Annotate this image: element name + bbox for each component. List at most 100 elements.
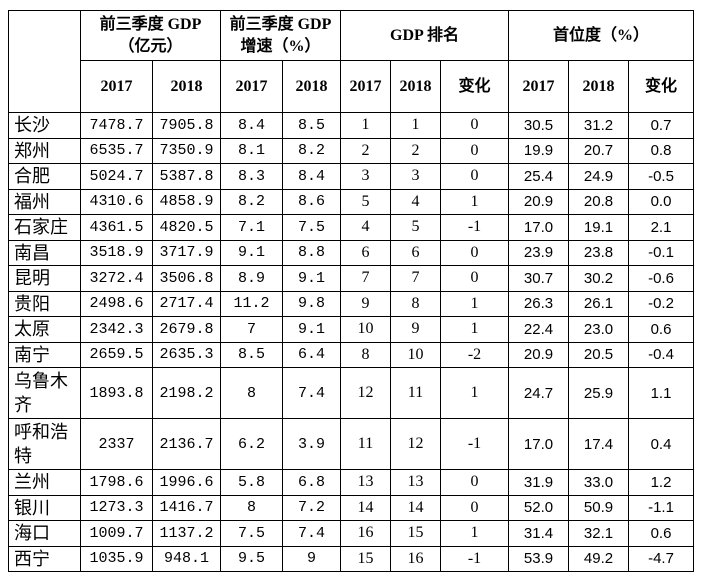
data-row: 石家庄 4361.5 4820.5 7.1 7.5 4 5 -1 17.0 19.1 2.1 bbox=[8, 214, 695, 241]
city-cell: 太原 bbox=[8, 316, 81, 343]
column-header: 2018 bbox=[282, 60, 341, 113]
value-cell: -0.5 bbox=[627, 163, 695, 190]
value-cell: 1 bbox=[440, 316, 509, 343]
value-cell: 20.5 bbox=[568, 341, 629, 368]
city-cell: 南宁 bbox=[8, 341, 81, 368]
header-row: 前三季度 GDP （亿元） 前三季度 GDP 增速（%） GDP 排名 首位度（%） bbox=[8, 10, 695, 113]
header-line: （亿元） bbox=[118, 37, 183, 55]
value-cell: 4 bbox=[340, 214, 391, 241]
value-cell: 4 bbox=[390, 188, 441, 215]
value-cell: 13 bbox=[340, 469, 391, 496]
city-cell: 昆明 bbox=[8, 265, 81, 292]
value-cell: 8.3 bbox=[220, 163, 283, 190]
value-cell: 25.4 bbox=[508, 163, 569, 190]
value-cell: 16 bbox=[390, 545, 441, 572]
value-cell: 2498.6 bbox=[80, 290, 153, 317]
value-cell: 0.6 bbox=[627, 520, 695, 547]
group-header: 前三季度 GDP 增速（%） bbox=[220, 10, 341, 61]
value-cell: -0.6 bbox=[627, 265, 695, 292]
value-cell: 2 bbox=[340, 137, 391, 164]
value-cell: 17.0 bbox=[508, 418, 569, 470]
table-body: 前三季度 GDP （亿元） 前三季度 GDP 增速（%） GDP 排名 首位度（%） 201… bbox=[8, 10, 695, 572]
value-cell: 9 bbox=[282, 545, 341, 572]
value-cell: 8 bbox=[390, 290, 441, 317]
value-cell: 4858.9 bbox=[152, 188, 221, 215]
value-cell: 1273.3 bbox=[80, 494, 153, 521]
column-header: 2017 bbox=[80, 60, 153, 113]
value-cell: 8.4 bbox=[220, 112, 283, 139]
value-cell: 8 bbox=[220, 494, 283, 521]
value-cell: 948.1 bbox=[152, 545, 221, 572]
city-cell: 长沙 bbox=[8, 112, 81, 139]
value-cell: 3506.8 bbox=[152, 265, 221, 292]
city-cell: 银川 bbox=[8, 494, 81, 521]
value-cell: 6.2 bbox=[220, 418, 283, 470]
value-cell: 2679.8 bbox=[152, 316, 221, 343]
data-row: 福州 4310.6 4858.9 8.2 8.6 5 4 1 20.9 20.8 0.0 bbox=[8, 188, 695, 215]
value-cell: 2717.4 bbox=[152, 290, 221, 317]
value-cell: 6535.7 bbox=[80, 137, 153, 164]
value-cell: -1 bbox=[440, 545, 509, 572]
value-cell: 1 bbox=[440, 290, 509, 317]
value-cell: 4361.5 bbox=[80, 214, 153, 241]
value-cell: 3 bbox=[340, 163, 391, 190]
value-cell: 5 bbox=[390, 214, 441, 241]
column-header: 2018 bbox=[390, 60, 441, 113]
city-cell: 兰州 bbox=[8, 469, 81, 496]
header-line: GDP 排名 bbox=[390, 26, 459, 44]
value-cell: 20.7 bbox=[568, 137, 629, 164]
value-cell: 1416.7 bbox=[152, 494, 221, 521]
group-header: 首位度（%） bbox=[507, 10, 695, 61]
group-header: 前三季度 GDP （亿元） bbox=[80, 10, 221, 61]
data-row: 长沙 7478.7 7905.8 8.4 8.5 1 1 0 30.5 31.2 0.7 bbox=[8, 112, 695, 139]
table-container: 前三季度 GDP （亿元） 前三季度 GDP 增速（%） GDP 排名 首位度（%） 201… bbox=[8, 10, 695, 572]
value-cell: 31.9 bbox=[508, 469, 569, 496]
value-cell: 0 bbox=[440, 265, 509, 292]
value-cell: 9.5 bbox=[220, 545, 283, 572]
header-line: 前三季度 GDP bbox=[229, 15, 332, 33]
value-cell: 2198.2 bbox=[152, 367, 221, 419]
value-cell: 0 bbox=[440, 137, 509, 164]
value-cell: 5.8 bbox=[220, 469, 283, 496]
value-cell: 24.7 bbox=[508, 367, 569, 419]
column-header: 2018 bbox=[568, 60, 629, 113]
value-cell: 7.2 bbox=[282, 494, 341, 521]
value-cell: -4.7 bbox=[627, 545, 695, 572]
column-header: 变化 bbox=[440, 60, 509, 113]
value-cell: 0.6 bbox=[627, 316, 695, 343]
value-cell: 23.9 bbox=[508, 239, 569, 266]
value-cell: 25.9 bbox=[568, 367, 629, 419]
value-cell: 9.1 bbox=[282, 265, 341, 292]
data-row: 银川 1273.3 1416.7 8 7.2 14 14 0 52.0 50.9 -1.1 bbox=[8, 494, 695, 521]
value-cell: 20.9 bbox=[508, 188, 569, 215]
value-cell: 0 bbox=[440, 112, 509, 139]
value-cell: 1035.9 bbox=[80, 545, 153, 572]
value-cell: 9 bbox=[340, 290, 391, 317]
value-cell: 19.9 bbox=[508, 137, 569, 164]
value-cell: 17.4 bbox=[568, 418, 629, 470]
column-header: 2018 bbox=[152, 60, 221, 113]
value-cell: 23.0 bbox=[568, 316, 629, 343]
data-row: 合肥 5024.7 5387.8 8.3 8.4 3 3 0 25.4 24.9 -0.5 bbox=[8, 163, 695, 190]
value-cell: 1 bbox=[440, 188, 509, 215]
value-cell: 8.1 bbox=[220, 137, 283, 164]
data-row: 南昌 3518.9 3717.9 9.1 8.8 6 6 0 23.9 23.8 -0.1 bbox=[8, 239, 695, 266]
value-cell: 7.1 bbox=[220, 214, 283, 241]
value-cell: 1996.6 bbox=[152, 469, 221, 496]
value-cell: 9.1 bbox=[282, 316, 341, 343]
value-cell: -1 bbox=[440, 418, 509, 470]
data-table: 前三季度 GDP （亿元） 前三季度 GDP 增速（%） GDP 排名 首位度（%） 201… bbox=[8, 10, 695, 572]
value-cell: 2 bbox=[390, 137, 441, 164]
value-cell: 6.8 bbox=[282, 469, 341, 496]
value-cell: 3.9 bbox=[282, 418, 341, 470]
value-cell: 30.5 bbox=[508, 112, 569, 139]
value-cell: -2 bbox=[440, 341, 509, 368]
data-row: 郑州 6535.7 7350.9 8.1 8.2 2 2 0 19.9 20.7 0.8 bbox=[8, 137, 695, 164]
value-cell: -1 bbox=[440, 214, 509, 241]
value-cell: 19.1 bbox=[568, 214, 629, 241]
group-header: GDP 排名 bbox=[340, 10, 509, 61]
value-cell: 20.8 bbox=[568, 188, 629, 215]
value-cell: 7 bbox=[390, 265, 441, 292]
value-cell: 7 bbox=[220, 316, 283, 343]
value-cell: 0.4 bbox=[627, 418, 695, 470]
